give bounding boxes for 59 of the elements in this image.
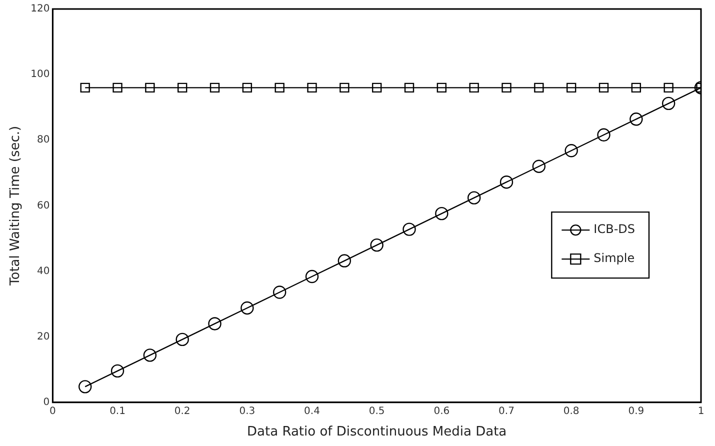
- point: [370, 238, 384, 252]
- y-tick-label: 60: [36, 200, 50, 212]
- x-axis-title: Data Ratio of Discontinuous Media Data: [247, 424, 507, 440]
- point: [240, 301, 254, 315]
- point: [436, 82, 447, 93]
- point: [532, 160, 546, 173]
- point: [631, 82, 642, 93]
- point: [112, 82, 122, 93]
- point: [534, 82, 544, 93]
- point: [274, 82, 284, 93]
- x-tick-label: 0.3: [239, 406, 256, 417]
- y-tick-label: 120: [30, 4, 50, 15]
- point: [502, 82, 512, 93]
- x-tick-label: 1: [698, 406, 704, 417]
- point: [467, 191, 481, 204]
- y-tick-label: 40: [36, 266, 50, 277]
- point: [597, 128, 610, 142]
- point: [242, 82, 252, 93]
- point: [435, 206, 448, 220]
- point: [372, 82, 382, 93]
- x-tick-label: 0.4: [304, 406, 320, 417]
- point: [664, 82, 674, 93]
- point: [80, 82, 90, 93]
- y-tick-label: 80: [36, 134, 50, 146]
- legend-label: Simple: [594, 251, 635, 266]
- point: [176, 332, 189, 346]
- point: [598, 82, 609, 93]
- point: [143, 348, 157, 362]
- point: [662, 96, 676, 110]
- point: [469, 82, 479, 93]
- point: [340, 82, 350, 93]
- point: [630, 112, 643, 126]
- point: [566, 82, 576, 93]
- point: [110, 364, 124, 378]
- point: [272, 286, 286, 299]
- point: [210, 82, 220, 93]
- y-tick-label: 20: [36, 331, 50, 342]
- point: [402, 222, 416, 236]
- x-tick-label: 0.7: [498, 406, 514, 417]
- x-tick-label: 0.9: [628, 406, 644, 417]
- y-tick-label: 0: [43, 396, 50, 408]
- legend-label: ICB-DS: [594, 222, 636, 236]
- point: [178, 82, 188, 93]
- point: [338, 254, 352, 268]
- point: [78, 380, 92, 394]
- x-tick-label: 0.8: [563, 406, 580, 417]
- x-tick-label: 0.2: [174, 406, 190, 417]
- point: [500, 175, 514, 189]
- point: [145, 82, 155, 93]
- x-tick-label: 0.5: [368, 406, 385, 417]
- point: [564, 144, 578, 158]
- point: [208, 317, 222, 330]
- point: [404, 82, 414, 93]
- y-axis-title: Total Waiting Time (sec.): [8, 126, 24, 286]
- point: [307, 82, 317, 93]
- y-tick-label: 100: [30, 69, 50, 80]
- x-tick-label: 0.6: [434, 406, 450, 417]
- x-tick-label: 0.1: [110, 406, 126, 417]
- point: [305, 270, 319, 284]
